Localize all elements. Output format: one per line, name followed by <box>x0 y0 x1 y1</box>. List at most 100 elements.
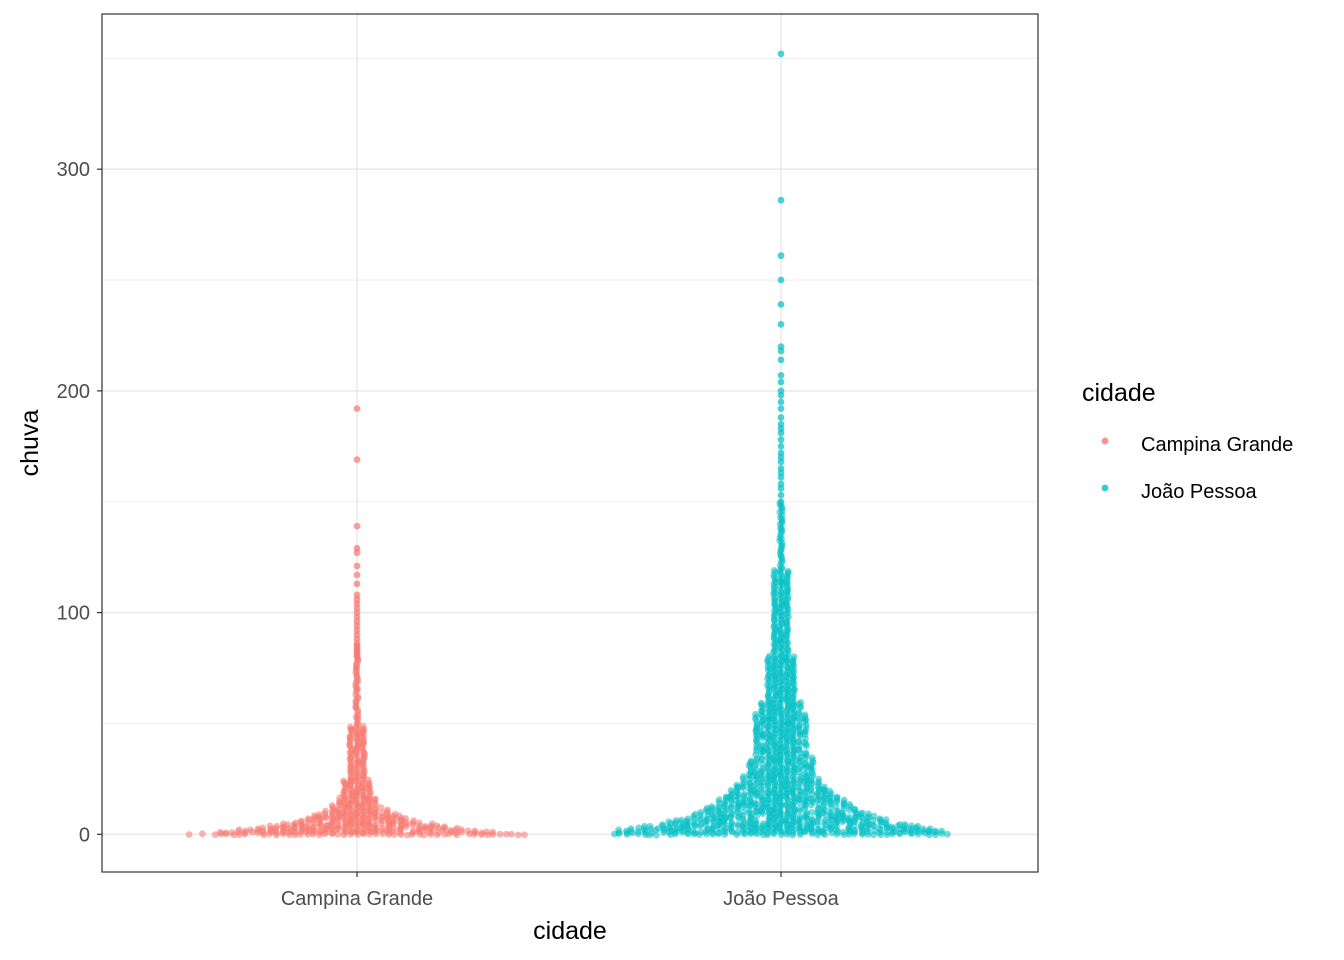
data-point <box>777 474 785 481</box>
data-point <box>273 822 281 830</box>
series-campina-grande <box>185 405 528 839</box>
data-point <box>871 827 878 835</box>
data-point <box>784 567 792 575</box>
data-point <box>641 822 648 830</box>
data-point <box>938 827 946 835</box>
data-point <box>421 823 429 830</box>
series-joao-pessoa <box>611 50 951 839</box>
data-point <box>757 699 765 707</box>
x-tick-label: Campina Grande <box>281 888 433 910</box>
data-point <box>502 830 510 838</box>
data-point <box>353 571 361 579</box>
data-point <box>777 436 785 444</box>
data-point <box>672 817 680 824</box>
data-point <box>441 823 448 831</box>
data-point <box>790 653 798 661</box>
data-point <box>353 549 361 557</box>
data-point <box>777 398 785 406</box>
x-axis: Campina Grande João Pessoa <box>281 872 840 910</box>
data-point <box>777 414 785 421</box>
data-point <box>514 831 522 839</box>
data-point <box>808 815 815 823</box>
data-point <box>615 826 622 834</box>
data-point <box>741 790 748 798</box>
data-point <box>777 378 785 386</box>
data-point <box>795 721 803 729</box>
data-point <box>646 822 654 830</box>
data-point <box>803 769 811 777</box>
data-point <box>777 405 785 412</box>
data-point <box>839 828 847 836</box>
data-point <box>740 773 747 780</box>
data-point <box>298 817 305 825</box>
data-point <box>901 821 909 828</box>
data-point <box>777 196 785 204</box>
data-point <box>353 562 361 570</box>
data-point <box>372 795 379 803</box>
data-point <box>777 485 785 492</box>
x-axis-title: cidade <box>533 917 607 945</box>
legend: cidade Campina Grande João Pessoa <box>1082 379 1293 503</box>
data-point <box>932 827 939 835</box>
data-point <box>483 828 490 836</box>
data-point <box>919 825 927 833</box>
data-point <box>821 783 828 791</box>
data-point <box>777 50 785 58</box>
data-point <box>747 757 755 765</box>
data-point <box>808 754 816 762</box>
data-point <box>765 652 773 660</box>
data-point <box>727 787 735 794</box>
data-point <box>199 830 206 838</box>
data-point <box>908 822 915 830</box>
data-point <box>752 710 759 718</box>
data-point <box>658 821 666 829</box>
data-point <box>665 818 673 826</box>
data-point <box>627 825 635 832</box>
data-point <box>402 815 409 822</box>
plot-border <box>101 13 1039 873</box>
data-point <box>777 429 785 437</box>
data-point <box>777 491 785 499</box>
data-point <box>453 824 461 832</box>
y-axis-title: chuva <box>16 410 44 477</box>
data-point <box>896 821 904 828</box>
data-point <box>410 817 418 825</box>
y-tick-label: 100 <box>57 603 90 625</box>
legend-label-joao-pessoa: João Pessoa <box>1141 481 1258 503</box>
data-point <box>446 827 454 834</box>
legend-title: cidade <box>1082 379 1156 407</box>
data-point <box>777 347 785 355</box>
data-point <box>777 458 785 466</box>
data-point <box>708 803 716 810</box>
data-point <box>328 802 336 810</box>
data-point <box>777 301 785 308</box>
data-point <box>216 828 224 836</box>
legend-key-joao-pessoa <box>1101 484 1109 492</box>
data-point <box>416 819 423 827</box>
data-point <box>802 749 810 757</box>
data-point <box>833 793 841 801</box>
data-point <box>777 372 785 379</box>
data-point <box>464 827 472 835</box>
y-tick-label: 0 <box>79 824 90 846</box>
y-axis: 0 100 200 300 <box>57 159 102 846</box>
legend-key-campina-grande <box>1101 437 1109 445</box>
x-tick-label: João Pessoa <box>723 888 840 910</box>
data-point <box>740 808 747 816</box>
data-point <box>340 777 347 785</box>
data-point <box>353 580 361 588</box>
data-point <box>259 824 267 832</box>
data-point <box>496 830 504 838</box>
data-point <box>865 810 872 818</box>
y-tick-label: 300 <box>57 159 90 181</box>
data-point <box>777 252 785 260</box>
data-point <box>796 813 804 821</box>
data-point <box>777 498 785 506</box>
data-point <box>429 820 436 828</box>
data-point <box>845 813 853 821</box>
data-point <box>876 815 884 823</box>
data-point <box>228 829 236 836</box>
data-point <box>926 825 934 833</box>
data-point <box>266 822 274 830</box>
data-point <box>391 810 399 818</box>
